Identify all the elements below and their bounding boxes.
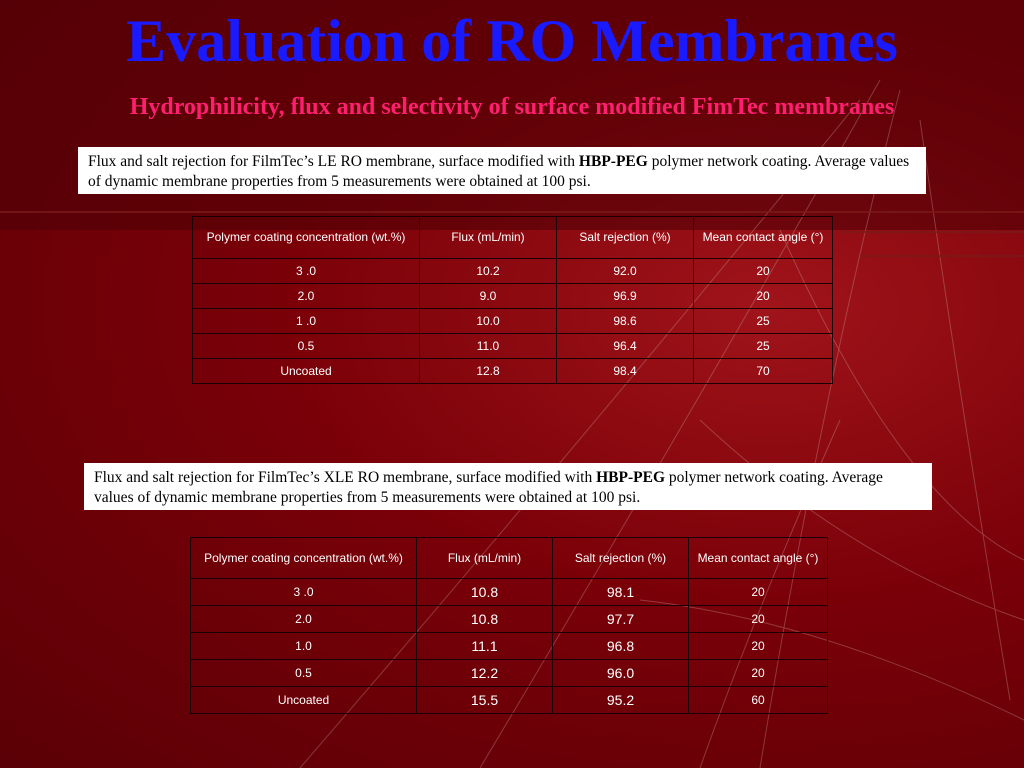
- caption-text: polymer network coating. Average values …: [88, 153, 910, 190]
- table-cell: 10.2: [419, 258, 557, 284]
- caption-text: polymer network coating. Average values …: [94, 469, 883, 506]
- table-cell: 98.6: [556, 308, 694, 334]
- header-cell: Mean contact angle (°): [688, 537, 828, 579]
- table-cell: 20: [693, 283, 833, 309]
- table-cell: 3 .0: [192, 258, 420, 284]
- table-row: 1 .0 10.0 98.6 25: [192, 308, 833, 334]
- table-cell: 3 .0: [190, 578, 417, 606]
- header-cell: Mean contact angle (°): [693, 216, 833, 259]
- header-cell: Polymer coating concentration (wt.%): [190, 537, 417, 579]
- caption-xle-membrane: Flux and salt rejection for FilmTec’s XL…: [84, 463, 932, 510]
- table-cell: 20: [693, 258, 833, 284]
- table-cell: 10.0: [419, 308, 557, 334]
- table-row: 1.0 11.1 96.8 20: [190, 632, 828, 660]
- table-cell: 95.2: [552, 686, 689, 714]
- table-cell: 96.4: [556, 333, 694, 359]
- table-cell: 0.5: [192, 333, 420, 359]
- caption-text: Flux and salt rejection for FilmTec’s XL…: [94, 469, 597, 486]
- table-cell: 60: [688, 686, 828, 714]
- table-cell: 20: [688, 659, 828, 687]
- table-cell: 96.8: [552, 632, 689, 660]
- caption-bold-text: HBP-PEG: [578, 153, 648, 170]
- table-row: 2.0 10.8 97.7 20: [190, 605, 828, 633]
- page-subtitle: Hydrophilicity, flux and selectivity of …: [129, 94, 895, 120]
- table-cell: 11.0: [419, 333, 557, 359]
- table-cell: 98.1: [552, 578, 689, 606]
- table-cell: 10.8: [416, 578, 553, 606]
- xle-membrane-table: Polymer coating concentration (wt.%) Flu…: [190, 537, 828, 714]
- table-row: Uncoated 12.8 98.4 70: [192, 358, 833, 384]
- table-cell: 0.5: [190, 659, 417, 687]
- table-cell: 1.0: [190, 632, 417, 660]
- table-cell: 70: [693, 358, 833, 384]
- table-row: 0.5 12.2 96.0 20: [190, 659, 828, 687]
- page-title: Evaluation of RO Membranes: [126, 8, 898, 74]
- table-cell: 96.0: [552, 659, 689, 687]
- table-cell: 20: [688, 578, 828, 606]
- caption-text: Flux and salt rejection for FilmTec’s LE…: [88, 153, 579, 170]
- table-row: 2.0 9.0 96.9 20: [192, 283, 833, 309]
- table-header-row: Polymer coating concentration (wt.%) Flu…: [192, 216, 833, 259]
- table-row: 3 .0 10.8 98.1 20: [190, 578, 828, 606]
- table-row: Uncoated 15.5 95.2 60: [190, 686, 828, 714]
- table-cell: 20: [688, 632, 828, 660]
- table-cell: 20: [688, 605, 828, 633]
- table-cell: 15.5: [416, 686, 553, 714]
- table-cell: 9.0: [419, 283, 557, 309]
- table-row: 3 .0 10.2 92.0 20: [192, 258, 833, 284]
- table-cell: 96.9: [556, 283, 694, 309]
- header-cell: Salt rejection (%): [552, 537, 689, 579]
- table-cell: 12.2: [416, 659, 553, 687]
- table-row: 0.5 11.0 96.4 25: [192, 333, 833, 359]
- table-cell: 98.4: [556, 358, 694, 384]
- table-cell: Uncoated: [192, 358, 420, 384]
- table-cell: 1 .0: [192, 308, 420, 334]
- header-cell: Salt rejection (%): [556, 216, 694, 259]
- header-cell: Flux (mL/min): [419, 216, 557, 259]
- table-cell: 10.8: [416, 605, 553, 633]
- table-cell: 97.7: [552, 605, 689, 633]
- table-header-row: Polymer coating concentration (wt.%) Flu…: [190, 537, 828, 579]
- table-cell: 11.1: [416, 632, 553, 660]
- header-cell: Polymer coating concentration (wt.%): [192, 216, 420, 259]
- caption-bold-text: HBP-PEG: [596, 469, 665, 486]
- table-cell: 12.8: [419, 358, 557, 384]
- table-cell: 92.0: [556, 258, 694, 284]
- table-cell: 25: [693, 333, 833, 359]
- table-cell: Uncoated: [190, 686, 417, 714]
- table-cell: 2.0: [190, 605, 417, 633]
- caption-le-membrane: Flux and salt rejection for FilmTec’s LE…: [78, 147, 926, 194]
- le-membrane-table: Polymer coating concentration (wt.%) Flu…: [192, 216, 833, 384]
- table-cell: 25: [693, 308, 833, 334]
- table-cell: 2.0: [192, 283, 420, 309]
- header-cell: Flux (mL/min): [416, 537, 553, 579]
